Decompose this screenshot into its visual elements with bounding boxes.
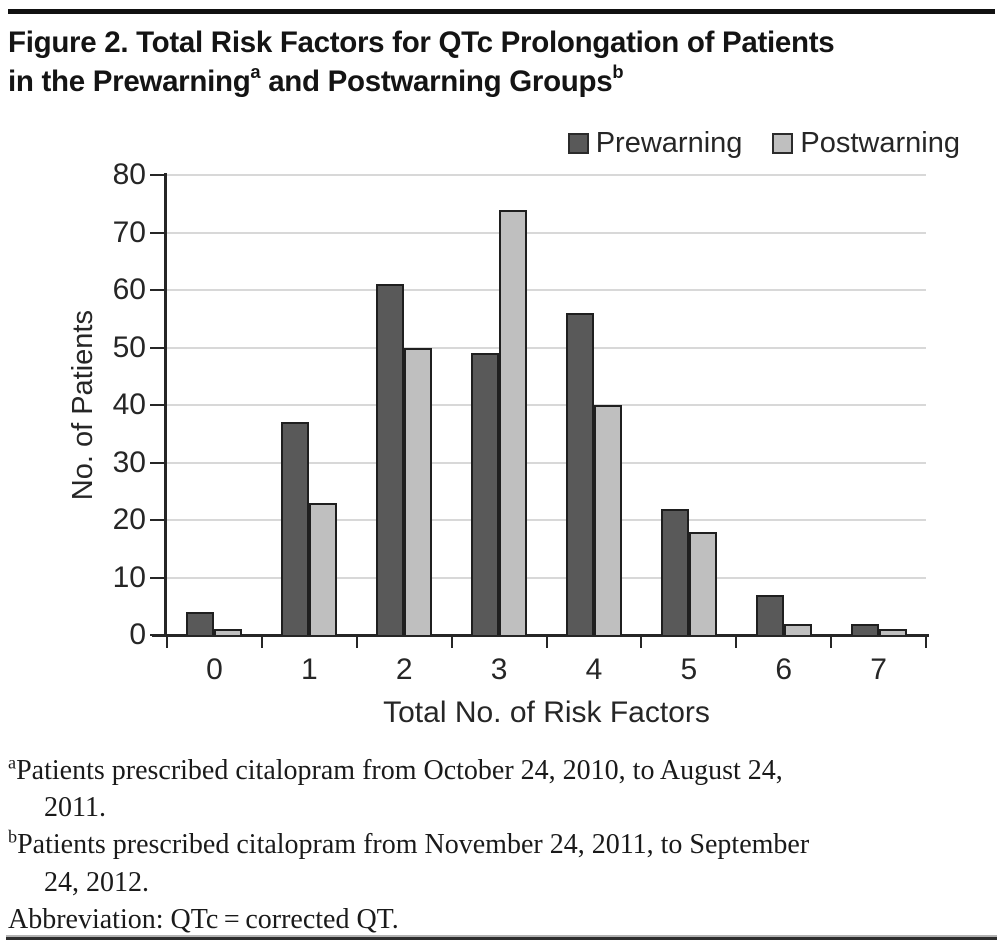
- y-tick-50: [150, 346, 164, 349]
- x-tick-5: [640, 635, 643, 648]
- y-tick-label-80: 80: [112, 158, 146, 191]
- x-axis-line: [152, 634, 929, 637]
- x-tick-4: [545, 635, 548, 648]
- plot-area: 0 10 20 30 40 50 60 70 80 0 1 2 3 4 5 6 7: [113, 158, 929, 686]
- y-tick-80: [150, 174, 164, 176]
- y-tick-label-60: 60: [112, 273, 146, 306]
- y-tick-40: [150, 404, 164, 406]
- gridline-20: [167, 519, 926, 521]
- x-tick-6: [735, 635, 738, 648]
- bar-postwarning-6: [783, 623, 812, 635]
- y-tick-label-30: 30: [112, 445, 146, 479]
- x-tick-label-1: 1: [300, 653, 318, 686]
- footnote-abbreviation: Abbreviation: QTc = corrected QT.: [8, 901, 1000, 938]
- x-tick-0: [166, 635, 168, 648]
- footnote-a-marker: a: [8, 752, 17, 773]
- x-tick-3: [450, 635, 453, 648]
- bar-prewarning-3: [471, 353, 500, 635]
- y-tick-60: [150, 289, 164, 291]
- y-tick-label-40: 40: [112, 388, 146, 421]
- gridline-30: [167, 461, 926, 464]
- y-tick-label-70: 70: [112, 215, 146, 249]
- x-tick-label-3: 3: [490, 653, 508, 686]
- legend-label-postwarning: Postwarning: [800, 127, 960, 159]
- legend-item-postwarning: Postwarning: [772, 127, 960, 160]
- y-tick-30: [150, 461, 164, 464]
- bar-prewarning-1: [281, 422, 310, 635]
- figure-title-line1: Figure 2. Total Risk Factors for QTc Pro…: [8, 26, 835, 59]
- footnote-b-text-cont: 24, 2012.: [44, 866, 149, 898]
- bar-prewarning-7: [850, 623, 879, 635]
- footnotes: aPatients prescribed citalopram from Oct…: [8, 752, 1000, 938]
- legend-item-prewarning: Prewarning: [567, 127, 743, 160]
- x-tick-7: [830, 635, 833, 648]
- footnote-ref-b: b: [612, 61, 624, 83]
- chart-legend: Prewarning Postwarning: [567, 127, 960, 160]
- bar-postwarning-0: [214, 629, 243, 635]
- gridline-70: [167, 231, 926, 234]
- bar-postwarning-7: [878, 629, 907, 635]
- footnote-abbreviation-text: Abbreviation: QTc = corrected QT.: [8, 903, 399, 935]
- legend-label-prewarning: Prewarning: [595, 127, 743, 159]
- top-rule: [8, 9, 995, 14]
- gridline-40: [167, 404, 926, 406]
- y-axis-line: [164, 173, 167, 637]
- x-tick-label-0: 0: [206, 653, 223, 686]
- bar-postwarning-4: [593, 405, 622, 635]
- bar-prewarning-5: [660, 508, 689, 635]
- x-tick-label-6: 6: [775, 653, 793, 686]
- footnote-a: aPatients prescribed citalopram from Oct…: [8, 752, 1000, 826]
- footnote-b-text: Patients prescribed citalopram from Nove…: [17, 829, 810, 861]
- footnote-a-text: Patients prescribed citalopram from Octo…: [16, 755, 783, 786]
- bar-prewarning-6: [755, 594, 784, 635]
- footnote-ref-a: a: [250, 61, 261, 83]
- figure-title: Figure 2. Total Risk Factors for QTc Pro…: [8, 24, 996, 102]
- y-tick-label-20: 20: [112, 503, 146, 536]
- x-tick-label-2: 2: [395, 653, 413, 686]
- x-tick-2: [355, 635, 358, 648]
- bottom-rule: [6, 935, 997, 940]
- bar-postwarning-5: [688, 531, 717, 635]
- footnote-a-text-cont: 2011.: [44, 792, 106, 824]
- x-tick-8: [925, 635, 927, 648]
- footnote-b: bPatients prescribed citalopram from Nov…: [8, 826, 1000, 900]
- x-tick-label-7: 7: [870, 653, 887, 686]
- bar-postwarning-3: [499, 209, 528, 635]
- y-tick-label-10: 10: [112, 560, 146, 594]
- x-tick-label-5: 5: [680, 653, 698, 686]
- y-tick-20: [150, 519, 164, 521]
- x-tick-label-4: 4: [585, 653, 603, 686]
- gridline-10: [167, 576, 926, 579]
- bar-prewarning-4: [565, 313, 594, 635]
- y-tick-label-0: 0: [129, 618, 146, 651]
- y-tick-70: [150, 231, 164, 234]
- bar-postwarning-2: [404, 347, 433, 635]
- y-tick-10: [150, 576, 164, 579]
- gridline-80: [167, 174, 926, 176]
- figure-title-line2-prefix: in the Prewarning: [8, 64, 251, 98]
- gridline-60: [167, 289, 926, 291]
- x-axis-title: Total No. of Risk Factors: [383, 696, 710, 729]
- postwarning-swatch-icon: [772, 133, 794, 154]
- footnote-b-marker: b: [8, 827, 18, 848]
- gridline-50: [167, 346, 926, 349]
- bar-prewarning-0: [186, 612, 215, 635]
- prewarning-swatch-icon: [567, 133, 589, 154]
- bar-postwarning-1: [309, 502, 338, 635]
- figure-title-line2-middle: and Postwarning Groups: [260, 64, 613, 98]
- bar-prewarning-2: [376, 284, 405, 635]
- y-tick-label-50: 50: [112, 330, 146, 364]
- x-tick-1: [260, 635, 263, 648]
